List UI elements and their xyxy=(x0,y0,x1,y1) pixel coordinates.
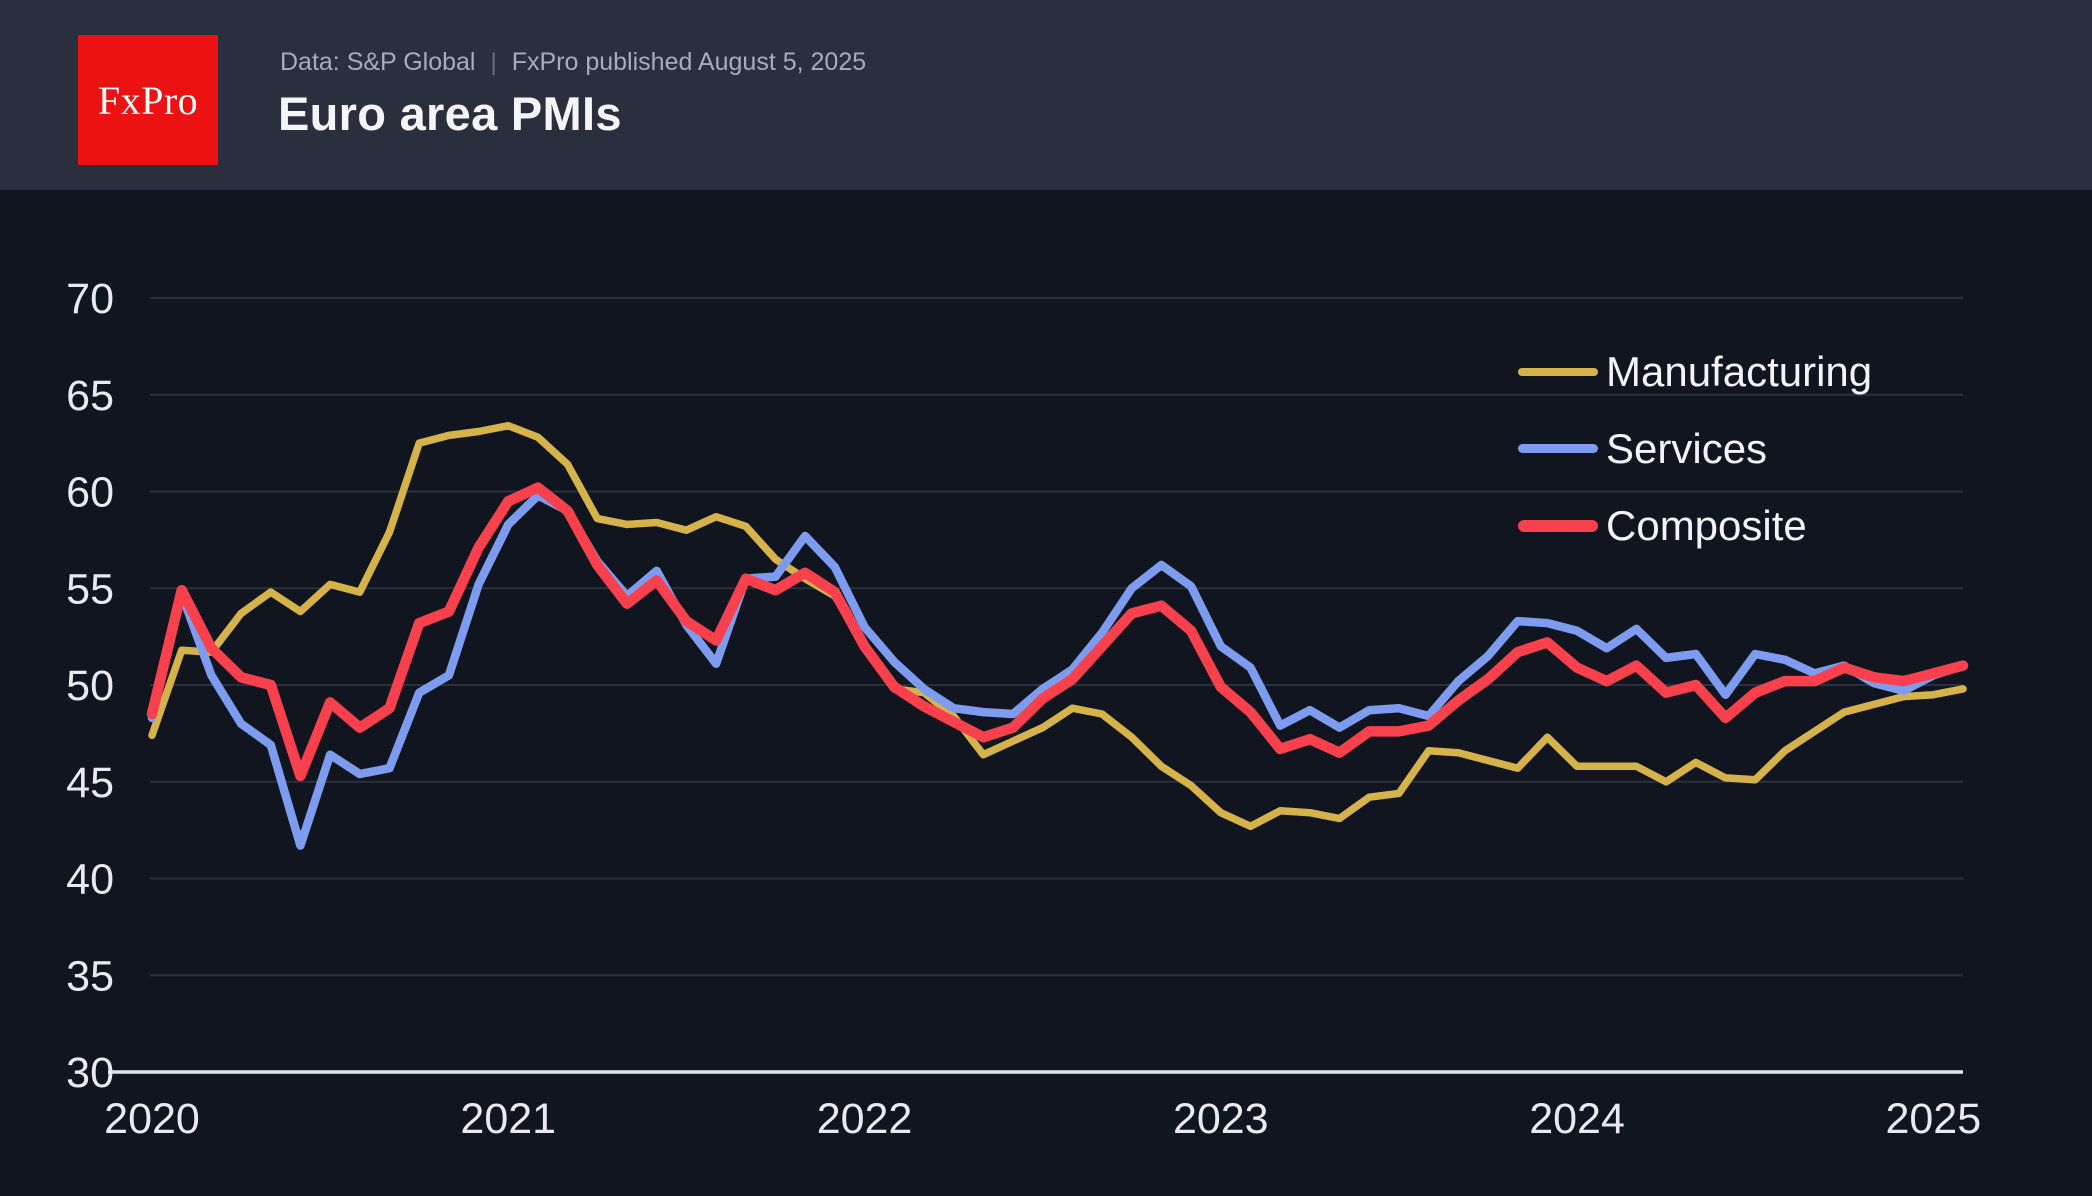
fxpro-logo: FxPro xyxy=(78,35,218,165)
services-line-swatch xyxy=(1518,444,1598,453)
series-line-manufacturing xyxy=(148,421,1967,831)
y-tick-label: 70 xyxy=(66,275,114,323)
legend-label-composite: Composite xyxy=(1606,501,1807,549)
x-tick-label: 2020 xyxy=(104,1095,200,1143)
x-tick-label: 2025 xyxy=(1885,1095,1981,1143)
gridlines xyxy=(150,297,1963,977)
source-line: Data: S&P Global | FxPro published Augus… xyxy=(280,48,866,78)
composite-line-swatch xyxy=(1518,519,1598,532)
legend-item-manufacturing: Manufacturing xyxy=(1518,349,1872,394)
series-line-services xyxy=(147,491,1968,850)
series-lines xyxy=(146,421,1969,850)
y-tick-label: 65 xyxy=(66,372,114,420)
y-tick-label: 40 xyxy=(66,856,114,904)
x-tick-label: 2024 xyxy=(1529,1095,1625,1143)
legend: Manufacturing Services Composite xyxy=(1518,349,1872,548)
published-text: FxPro published August 5, 2025 xyxy=(511,48,867,76)
x-tick-label: 2023 xyxy=(1173,1095,1269,1143)
legend-label-manufacturing: Manufacturing xyxy=(1606,347,1873,395)
y-tick-label: 35 xyxy=(66,952,114,1000)
y-tick-label: 50 xyxy=(66,662,114,710)
legend-item-services: Services xyxy=(1518,426,1872,471)
page-title: Euro area PMIs xyxy=(278,87,622,140)
legend-label-services: Services xyxy=(1606,424,1768,472)
fxpro-logo-text: FxPro xyxy=(97,77,199,123)
header-bar: FxPro Data: S&P Global | FxPro published… xyxy=(0,0,2092,190)
data-source-text: Data: S&P Global xyxy=(280,48,476,76)
y-tick-label: 55 xyxy=(66,565,114,613)
x-tick-label: 2021 xyxy=(460,1095,556,1143)
x-tick-label: 2022 xyxy=(817,1095,913,1143)
manufacturing-line-swatch xyxy=(1518,367,1598,376)
separator-bar: | xyxy=(490,49,497,76)
y-tick-label: 60 xyxy=(66,469,114,517)
y-tick-label: 45 xyxy=(66,759,114,807)
y-axis-tick-labels: 30 35 40 45 50 55 60 65 70 xyxy=(66,275,114,1097)
x-axis-tick-labels: 2020 2021 2022 2023 2024 2025 xyxy=(104,1095,1981,1143)
y-tick-label: 30 xyxy=(66,1049,114,1097)
series-line-composite xyxy=(146,482,1969,782)
legend-item-composite: Composite xyxy=(1518,503,1872,548)
